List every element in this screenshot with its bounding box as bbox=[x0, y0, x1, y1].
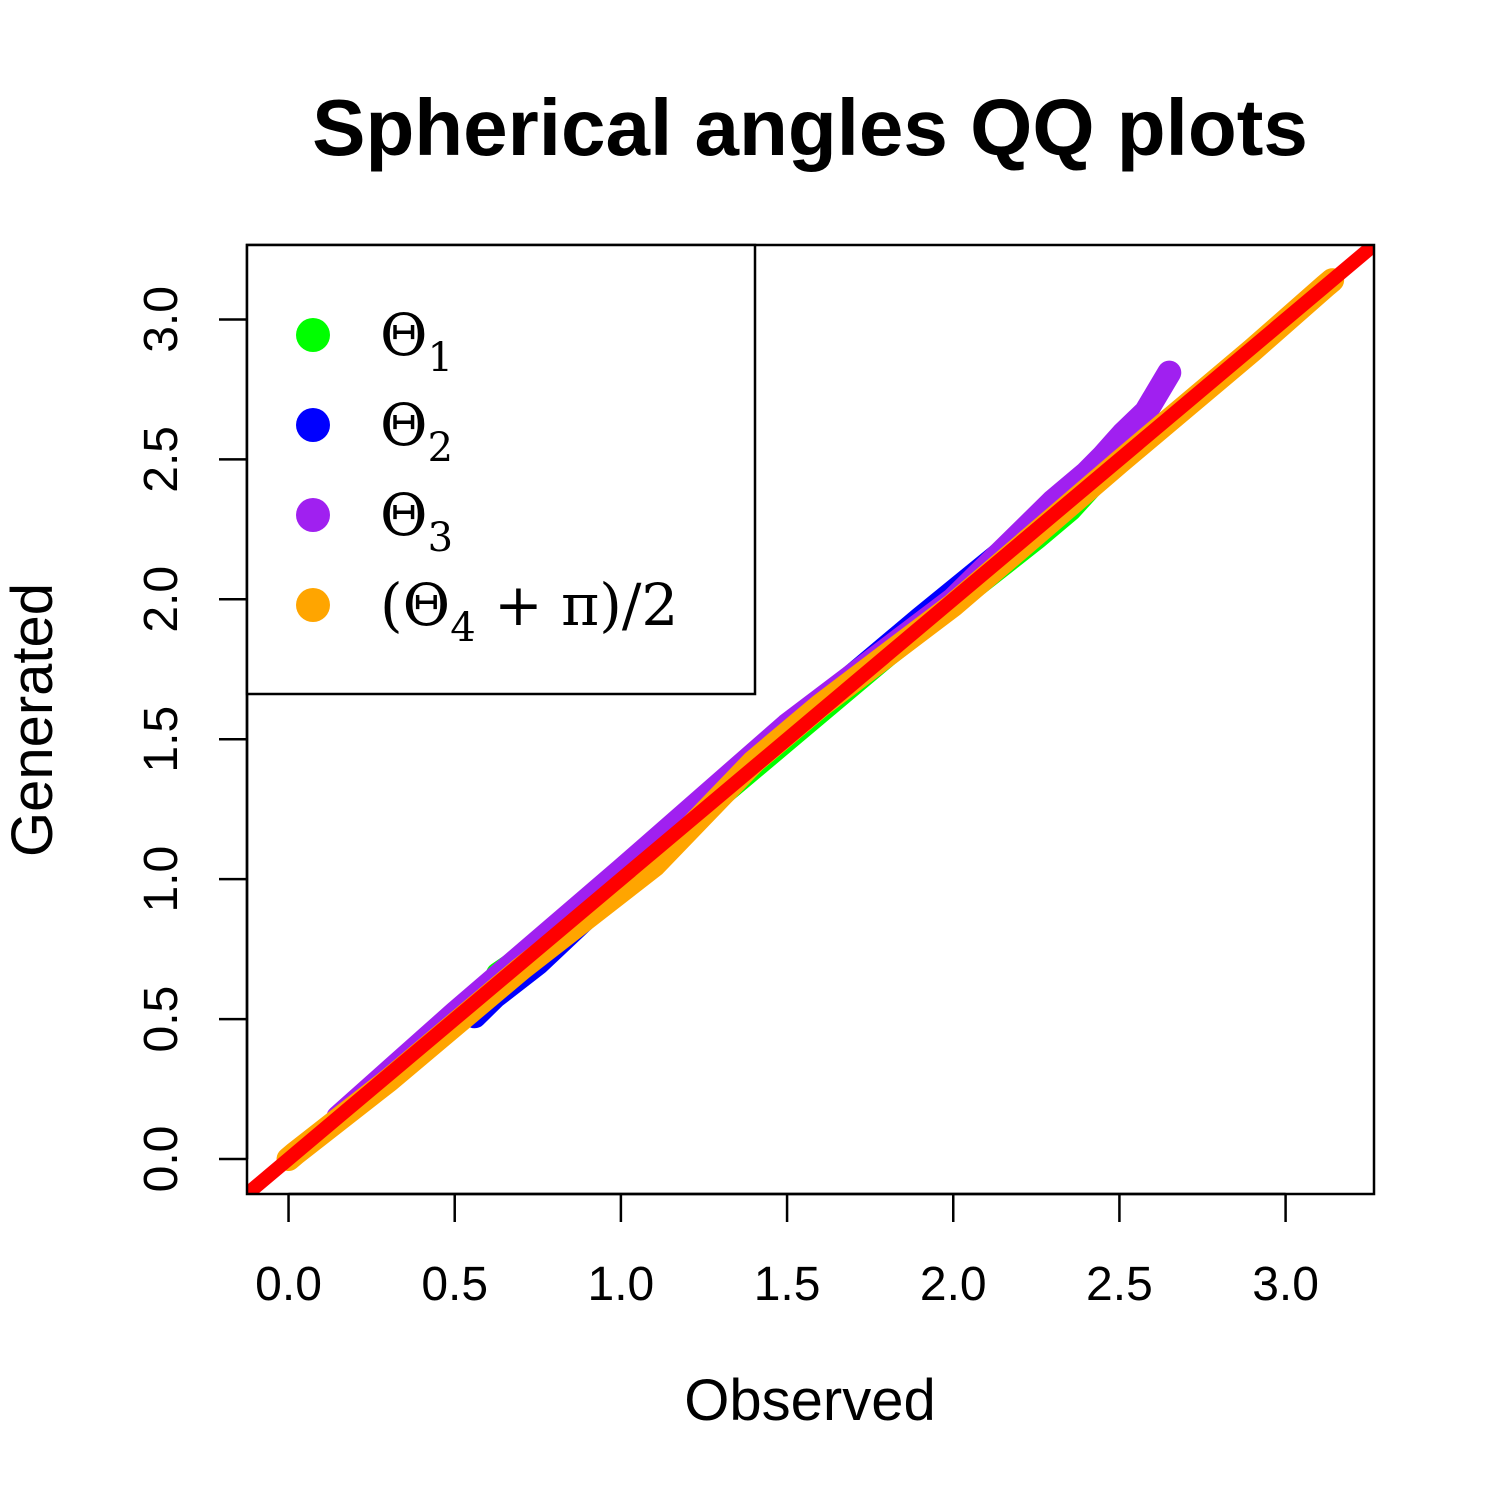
legend-box bbox=[245, 243, 757, 696]
y-tick-label: 1.5 bbox=[135, 706, 188, 773]
y-tick-label: 3.0 bbox=[135, 286, 188, 353]
legend-marker bbox=[296, 408, 330, 442]
x-tick-label: 0.0 bbox=[255, 1258, 322, 1311]
x-tick-label: 1.0 bbox=[588, 1258, 655, 1311]
x-tick-label: 1.5 bbox=[754, 1258, 821, 1311]
reference-line bbox=[247, 245, 1374, 1194]
y-tick-label: 2.5 bbox=[135, 426, 188, 493]
legend: Θ1 Θ2 Θ3 (Θ4 + π)/2 bbox=[245, 243, 757, 696]
x-axis: 0.0 0.5 1.0 1.5 2.0 2.5 3.0 bbox=[255, 1192, 1319, 1311]
legend-marker bbox=[296, 588, 330, 622]
y-axis-label: Generated bbox=[0, 583, 65, 857]
y-tick-label: 2.0 bbox=[135, 566, 188, 633]
y-tick-label: 1.0 bbox=[135, 846, 188, 913]
legend-marker bbox=[296, 318, 330, 352]
chart-title: Spherical angles QQ plots bbox=[312, 83, 1308, 172]
legend-marker bbox=[296, 498, 330, 532]
data-point bbox=[1158, 361, 1181, 384]
legend-label: (Θ4 + π)/2 bbox=[380, 571, 678, 651]
x-tick-label: 2.0 bbox=[920, 1258, 987, 1311]
legend-label: Θ3 bbox=[380, 481, 453, 561]
y-tick-label: 0.0 bbox=[135, 1126, 188, 1193]
legend-label: Θ2 bbox=[380, 391, 453, 471]
x-axis-label: Observed bbox=[684, 1368, 935, 1433]
x-tick-label: 3.0 bbox=[1252, 1258, 1319, 1311]
x-tick-label: 0.5 bbox=[421, 1258, 488, 1311]
x-tick-label: 2.5 bbox=[1086, 1258, 1153, 1311]
reference-line-layer bbox=[247, 245, 1374, 1194]
y-tick-label: 0.5 bbox=[135, 986, 188, 1053]
data-point bbox=[1135, 400, 1158, 423]
legend-label: Θ1 bbox=[380, 301, 453, 381]
y-axis: 0.0 0.5 1.0 1.5 2.0 2.5 3.0 bbox=[135, 286, 249, 1193]
